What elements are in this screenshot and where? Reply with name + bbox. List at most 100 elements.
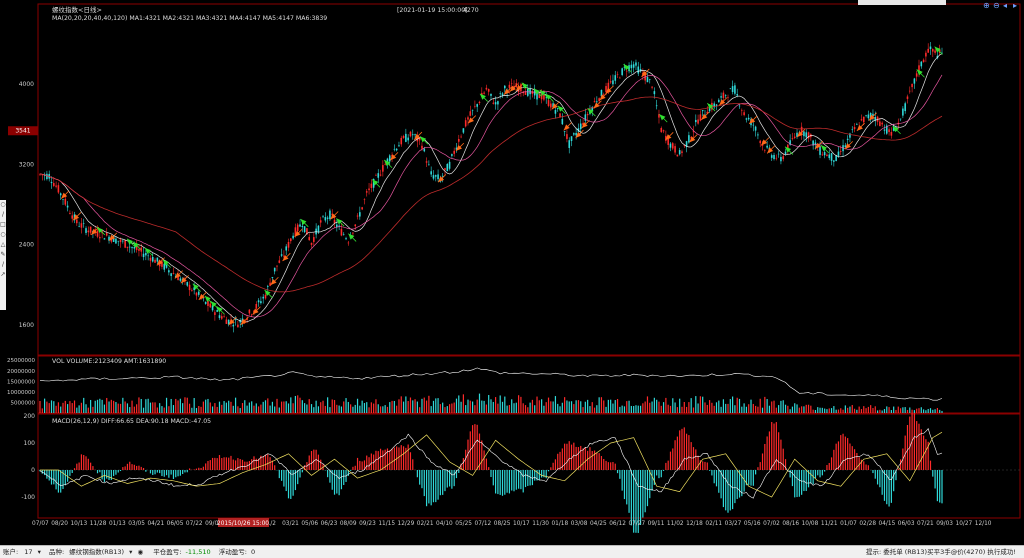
chevron-down-icon[interactable]: ▾ [129,546,132,558]
volume-bar [767,399,768,413]
candle-body [493,103,495,104]
macd-title: MACD(26,12,9) DIFF:66.65 DEA:90.18 MACD:… [52,418,211,425]
volume-bar [764,397,765,413]
volume-bar [60,407,61,413]
macd-bar [888,470,889,507]
candle-body [53,183,55,186]
volume-tick-label: 10000000 [7,390,35,396]
volume-bar [516,403,517,413]
candle-body [78,226,80,227]
chevron-down-icon[interactable]: ▾ [38,546,41,558]
volume-bar [288,403,289,413]
macd-bar [872,470,873,473]
volume-bar [253,406,254,413]
candle-body [617,74,619,75]
tool-icon[interactable]: ↗ [0,270,6,280]
candle-body [173,273,175,274]
ma4-line [40,75,942,317]
macd-bar [810,470,811,484]
macd-bar [318,455,319,470]
volume-bar [368,407,369,413]
volume-bar [352,407,353,413]
macd-bar [599,453,600,470]
volume-bar [760,399,761,413]
volume-bar [932,410,933,413]
candle-body [237,325,239,328]
volume-bar [322,401,323,413]
macd-bar [672,448,673,470]
pos-value: -11,510 [186,546,211,558]
volume-bar [576,400,577,413]
volume-bar [796,404,797,413]
left-drawing-toolbar[interactable]: ○ / □ ○ △ ✎ / ↗ [0,200,6,310]
macd-bar [714,470,715,483]
volume-bar [633,406,634,413]
volume-bar [212,406,213,413]
macd-bar [930,461,931,470]
tool-icon[interactable]: △ [0,240,6,250]
volume-bar [829,408,830,413]
candle-body [180,278,182,280]
volume-bar [813,410,814,413]
arrow-left-icon[interactable]: ◂ [1003,1,1007,10]
candle-body [562,119,564,124]
zoom-out-icon[interactable]: ⊖ [993,1,1000,10]
tool-icon[interactable]: / [0,260,6,270]
macd-bar [200,468,201,470]
candle-body [329,211,331,220]
volume-bar [477,400,478,413]
candle-body [437,174,439,179]
macd-bar [76,464,77,470]
contract-value[interactable]: 螺纹钢指数(RB13) [69,546,124,558]
volume-bar [649,403,650,413]
volume-bar [279,407,280,413]
volume-bar [205,400,206,413]
candle-body [610,81,612,82]
account-value[interactable]: 17 [24,546,32,558]
tool-icon[interactable]: ✎ [0,250,6,260]
volume-bar [532,400,533,413]
macd-bar [433,470,434,502]
macd-bar [129,462,130,470]
tool-icon[interactable]: ○ [0,230,6,240]
macd-bar [49,470,50,481]
volume-bar [785,405,786,413]
tool-icon[interactable]: □ [0,220,6,230]
volume-bar [419,407,420,413]
candle-body [773,155,775,159]
volume-bar [145,399,146,413]
volume-bar [877,410,878,413]
macd-bar [677,437,678,470]
candle-body [412,134,414,135]
candle-body [663,130,665,131]
status-bar: 账户: 17 ▾ 品种: 螺纹钢指数(RB13) ▾ ◉ 平仓盈亏: -11,5… [0,545,1024,558]
zoom-in-icon[interactable]: ⊕ [983,1,990,10]
candle-body [621,68,623,75]
volume-bar [870,405,871,413]
macd-bar [440,470,441,495]
x-tick-label: 01/18 [551,521,568,527]
settings-icon[interactable]: ◉ [138,546,144,558]
macd-bar [143,468,144,470]
macd-bar [757,467,758,470]
candle-body [359,212,361,216]
candle-body [318,226,320,232]
arrow-right-icon[interactable]: ▸ [1013,1,1017,10]
tool-icon[interactable]: / [0,210,6,220]
candle-body [490,94,492,96]
candle-body [647,77,649,82]
toolbar-buttons[interactable] [858,0,946,5]
macd-bar [486,459,487,470]
x-tick-label: 08/16 [782,521,799,527]
macd-bar [603,459,604,470]
volume-bar [184,397,185,413]
candlestick-chart-canvas[interactable]: 螺纹指数<日线>MA(20,20,20,40,40,120) MA1:4321 … [0,0,1024,545]
candle-body [723,93,725,98]
volume-bar [39,401,40,413]
macd-bar [539,470,540,480]
volume-bar [389,402,390,413]
tool-icon[interactable]: ○ [0,200,6,210]
macd-bar [283,470,284,487]
macd-bar [313,450,314,470]
volume-bar [592,402,593,413]
